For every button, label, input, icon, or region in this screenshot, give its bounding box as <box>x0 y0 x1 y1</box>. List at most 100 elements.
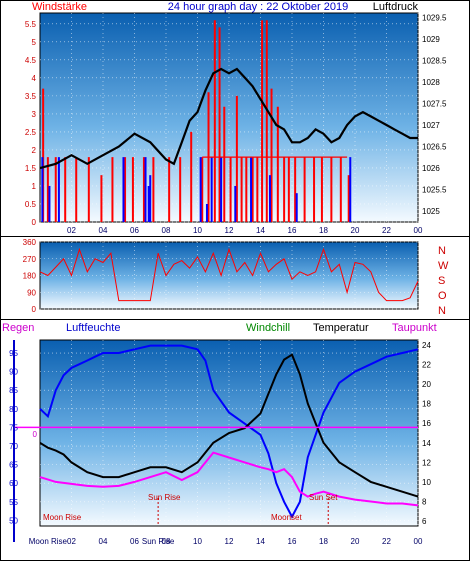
pressure-x-tick-label: 06 <box>130 226 139 235</box>
pressure-x-tick-label: 10 <box>193 226 202 235</box>
pressure-line <box>39 67 418 170</box>
wind-y-tick-label: 0.5 <box>25 200 37 209</box>
temperature-x-tick-label: 02 <box>67 537 76 546</box>
temperature-y-tick-label: 24 <box>422 341 431 350</box>
pressure-x-tick-label: 16 <box>288 226 297 235</box>
pressure-x-tick-label: 02 <box>67 226 76 235</box>
direction-y-tick-label: 360 <box>23 238 37 247</box>
humidity-y-tick-label: 85 <box>9 386 18 395</box>
humidity-y-tick-label: 75 <box>9 423 18 432</box>
luftfeuchte-line <box>39 344 419 519</box>
temperature-x-tick-label: 14 <box>256 537 265 546</box>
pressure-y-tick-label: 1025.5 <box>422 186 447 195</box>
humidity-y-tick-label: 80 <box>9 405 18 414</box>
wind-y-tick-label: 2 <box>32 146 37 155</box>
temperature-y-tick-label: 6 <box>422 517 427 526</box>
taupunkt-line <box>39 451 419 507</box>
compass-label: S <box>438 275 445 287</box>
temperature-y-tick-label: 22 <box>422 360 431 369</box>
wind-direction-series <box>39 247 419 302</box>
wind-y-tick-label: 4.5 <box>25 56 37 65</box>
pressure-x-tick-label: 18 <box>319 226 328 235</box>
direction-y-tick-label: 180 <box>23 272 37 281</box>
temperature-x-tick-label: 22 <box>382 537 391 546</box>
temperature-y-tick-label: 18 <box>422 400 431 409</box>
pressure-grid <box>40 13 419 223</box>
compass-label: W <box>438 260 449 272</box>
pressure-x-tick-label: 12 <box>225 226 234 235</box>
temperature-humidity-series <box>13 340 419 542</box>
humidity-y-tick-label: 95 <box>9 349 18 358</box>
direction-y-tick-label: 0 <box>32 305 37 314</box>
humidity-y-tick-label: 60 <box>9 479 18 488</box>
legend-luftfeuchte: Luftfeuchte <box>66 322 120 334</box>
wind-y-tick-label: 1 <box>32 182 37 191</box>
temperature-x-tick-label: 16 <box>288 537 297 546</box>
temperature-grid <box>40 340 419 526</box>
temperature-y-tick-label: 16 <box>422 419 431 428</box>
pressure-y-tick-label: 1028 <box>422 78 440 87</box>
temperature-y-tick-label: 20 <box>422 380 431 389</box>
pressure-tick-labels: 02 04 06 08 10 12 14 16 18 20 22 0000.511.522.533.5… <box>25 13 447 235</box>
pressure-y-tick-label: 1028.5 <box>422 56 447 65</box>
wind-y-tick-label: 5.5 <box>25 20 37 29</box>
pressure-y-tick-label: 1027.5 <box>422 99 447 108</box>
wind-direction-line <box>39 247 419 302</box>
wind-y-tick-label: 2.5 <box>25 128 37 137</box>
pressure-x-tick-label: 14 <box>256 226 265 235</box>
annotation-moonset: Moonset <box>271 513 302 522</box>
pressure-y-tick-label: 1026.5 <box>422 143 447 152</box>
annotation-sun-rise: Sun Rise <box>148 493 181 502</box>
pressure-y-tick-label: 1029.5 <box>422 13 447 22</box>
pressure-y-tick-label: 1029 <box>422 35 440 44</box>
pressure-x-tick-label: 20 <box>351 226 360 235</box>
direction-y-tick-label: 90 <box>27 288 36 297</box>
humidity-y-tick-label: 70 <box>9 442 18 451</box>
temperature-y-tick-label: 8 <box>422 498 427 507</box>
legend-temperatur: Temperatur <box>313 322 369 334</box>
wind-y-tick-label: 5 <box>32 38 37 47</box>
wind-direction-plot-area <box>39 241 419 310</box>
temperature-tick-labels: 50 55 60 65 70 75 80 85 90 95 6 8 10 12 14 16 18 20 22 24 Mo… <box>9 341 431 546</box>
compass-label: N <box>438 245 446 257</box>
wind-y-tick-label: 0 <box>32 218 37 227</box>
wind-axis-title: Windstärke <box>32 1 87 13</box>
temperature-x-tick-label: Moon Rise <box>29 537 68 546</box>
temperature-x-tick-label: 08 <box>162 537 171 546</box>
temperature-x-tick-label: Sun Rise <box>142 537 175 546</box>
direction-y-tick-label: 270 <box>23 255 37 264</box>
pressure-wind-series <box>39 20 418 222</box>
pressure-y-tick-label: 1025 <box>422 207 440 216</box>
temperature-x-tick-label: 04 <box>99 537 108 546</box>
humidity-y-tick-label: 65 <box>9 461 18 470</box>
temperature-x-tick-label: 10 <box>193 537 202 546</box>
pressure-x-tick-label: 08 <box>162 226 171 235</box>
humidity-y-tick-label: 55 <box>9 498 18 507</box>
pressure-y-tick-label: 1027 <box>422 121 440 130</box>
temperature-y-tick-label: 12 <box>422 458 431 467</box>
annotation-sun-set: Sun Set <box>309 493 338 502</box>
temperature-x-tick-label: 00 <box>414 537 423 546</box>
wind-y-tick-label: 1.5 <box>25 164 37 173</box>
chart-title: 24 hour graph day : 22 Oktober 2019 <box>168 1 348 13</box>
pressure-x-tick-label: 22 <box>382 226 391 235</box>
temperature-x-tick-label: 06 <box>130 537 139 546</box>
wind-y-tick-label: 4 <box>32 74 37 83</box>
legend-regen: Regen <box>2 322 34 334</box>
pressure-x-tick-label: 04 <box>99 226 108 235</box>
temperature-y-tick-label: 14 <box>422 439 431 448</box>
legend-windchill: Windchill <box>246 322 290 334</box>
humidity-y-tick-label: 50 <box>9 516 18 525</box>
temperature-y-tick-label: 10 <box>422 478 431 487</box>
wind-y-tick-label: 3.5 <box>25 92 37 101</box>
temperature-x-tick-label: 18 <box>319 537 328 546</box>
compass-label: O <box>438 290 447 302</box>
rain-zero-label: 0 <box>33 430 38 439</box>
temperature-x-tick-label: 12 <box>225 537 234 546</box>
temperature-x-tick-label: 20 <box>351 537 360 546</box>
pressure-axis-title: Luftdruck <box>373 1 419 13</box>
legend-taupunkt: Taupunkt <box>392 322 437 334</box>
